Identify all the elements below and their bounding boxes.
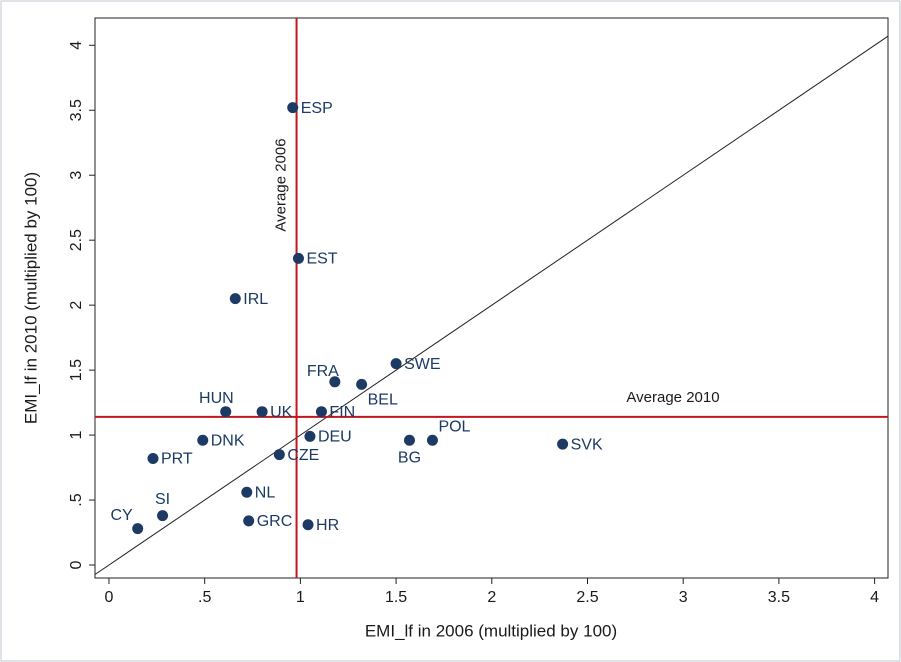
- point: [256, 406, 268, 418]
- point-label: SI: [155, 491, 170, 508]
- y-tick-label: 1.5: [68, 359, 85, 381]
- identity-line: [94, 35, 889, 575]
- point: [243, 515, 255, 527]
- point: [147, 452, 159, 464]
- point-label: NL: [255, 484, 276, 501]
- point: [157, 510, 169, 522]
- point-label: BG: [398, 449, 421, 466]
- point: [132, 523, 144, 535]
- x-tick-label: 2.5: [576, 589, 598, 606]
- point: [426, 434, 438, 446]
- point-label: PRT: [161, 451, 193, 468]
- y-tick-label: 3: [68, 171, 85, 180]
- point: [315, 406, 327, 418]
- point-label: ESP: [301, 100, 333, 117]
- point-label: UK: [270, 404, 293, 421]
- point-label: CY: [110, 507, 133, 524]
- y-tick-label: 2: [68, 301, 85, 310]
- point-label: BEL: [368, 392, 398, 409]
- point-label: POL: [438, 418, 470, 435]
- x-tick-label: 2: [487, 589, 496, 606]
- y-tick-label: 4: [68, 41, 85, 50]
- point: [241, 486, 253, 498]
- point-label: CZE: [287, 447, 319, 464]
- point-label: SWE: [404, 356, 440, 373]
- y-tick-label: 3.5: [68, 99, 85, 121]
- point: [229, 293, 241, 305]
- y-tick-label: 2.5: [68, 229, 85, 251]
- point-label: IRL: [243, 291, 268, 308]
- reference-label: Average 2010: [626, 389, 719, 406]
- point: [302, 519, 314, 531]
- point-label: HUN: [199, 390, 234, 407]
- point-label: EST: [306, 251, 337, 268]
- x-tick-label: 3.5: [768, 589, 790, 606]
- x-tick-label: 3: [679, 589, 688, 606]
- point-label: FIN: [329, 404, 355, 421]
- point: [329, 376, 341, 388]
- point: [390, 358, 402, 370]
- point-label: HR: [316, 517, 339, 534]
- x-axis-title: EMI_lf in 2006 (multiplied by 100): [365, 621, 617, 640]
- point: [557, 438, 569, 450]
- point-label: DEU: [318, 429, 352, 446]
- point: [403, 434, 415, 446]
- point: [220, 406, 232, 418]
- point: [304, 430, 316, 442]
- point: [287, 102, 299, 114]
- y-tick-label: 1: [68, 431, 85, 440]
- point-label: SVK: [571, 436, 603, 453]
- x-tick-label: 1.5: [385, 589, 407, 606]
- point: [356, 378, 368, 390]
- point-label: DNK: [211, 432, 245, 449]
- x-tick-label: .5: [198, 589, 211, 606]
- y-tick-label: 0: [68, 560, 85, 569]
- y-tick-label: .5: [68, 493, 85, 506]
- x-tick-label: 4: [870, 589, 879, 606]
- reference-label: Average 2006: [273, 138, 290, 231]
- point: [292, 252, 304, 264]
- x-tick-label: 1: [296, 589, 305, 606]
- point-label: FRA: [307, 363, 339, 380]
- y-axis-title: EMI_lf in 2010 (multiplied by 100): [21, 172, 40, 424]
- point: [273, 449, 285, 461]
- point: [197, 434, 209, 446]
- x-tick-label: 0: [105, 589, 114, 606]
- point-label: GRC: [257, 513, 293, 530]
